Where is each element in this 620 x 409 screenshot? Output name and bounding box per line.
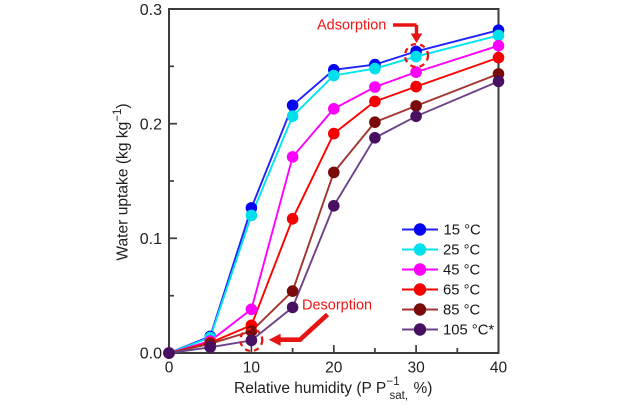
svg-text:20: 20 [325, 360, 343, 377]
svg-text:0.1: 0.1 [140, 231, 162, 248]
svg-text:Relative humidity (P P: Relative humidity (P P [234, 380, 386, 397]
svg-text:65 °C: 65 °C [443, 283, 480, 299]
svg-text:0.2: 0.2 [140, 117, 162, 134]
svg-text:10: 10 [243, 360, 261, 377]
svg-text:−1: −1 [387, 376, 400, 388]
svg-text:0: 0 [165, 360, 174, 377]
svg-text:85 °C: 85 °C [443, 303, 480, 319]
svg-text:sat,: sat, [390, 390, 409, 402]
svg-text:%): %) [414, 380, 433, 397]
svg-text:40: 40 [490, 360, 508, 377]
svg-text:Adsorption: Adsorption [317, 18, 386, 34]
svg-text:0.0: 0.0 [140, 346, 162, 363]
svg-text:25 °C: 25 °C [443, 243, 480, 259]
svg-text:15 °C: 15 °C [444, 223, 481, 239]
svg-text:Water uptake (kg kg−1): Water uptake (kg kg−1) [112, 103, 131, 260]
svg-text:30: 30 [407, 360, 425, 377]
svg-text:105 °C*: 105 °C* [443, 323, 494, 339]
svg-text:0.3: 0.3 [140, 2, 162, 19]
svg-text:45 °C: 45 °C [443, 263, 480, 279]
svg-text:Desorption: Desorption [302, 298, 372, 314]
